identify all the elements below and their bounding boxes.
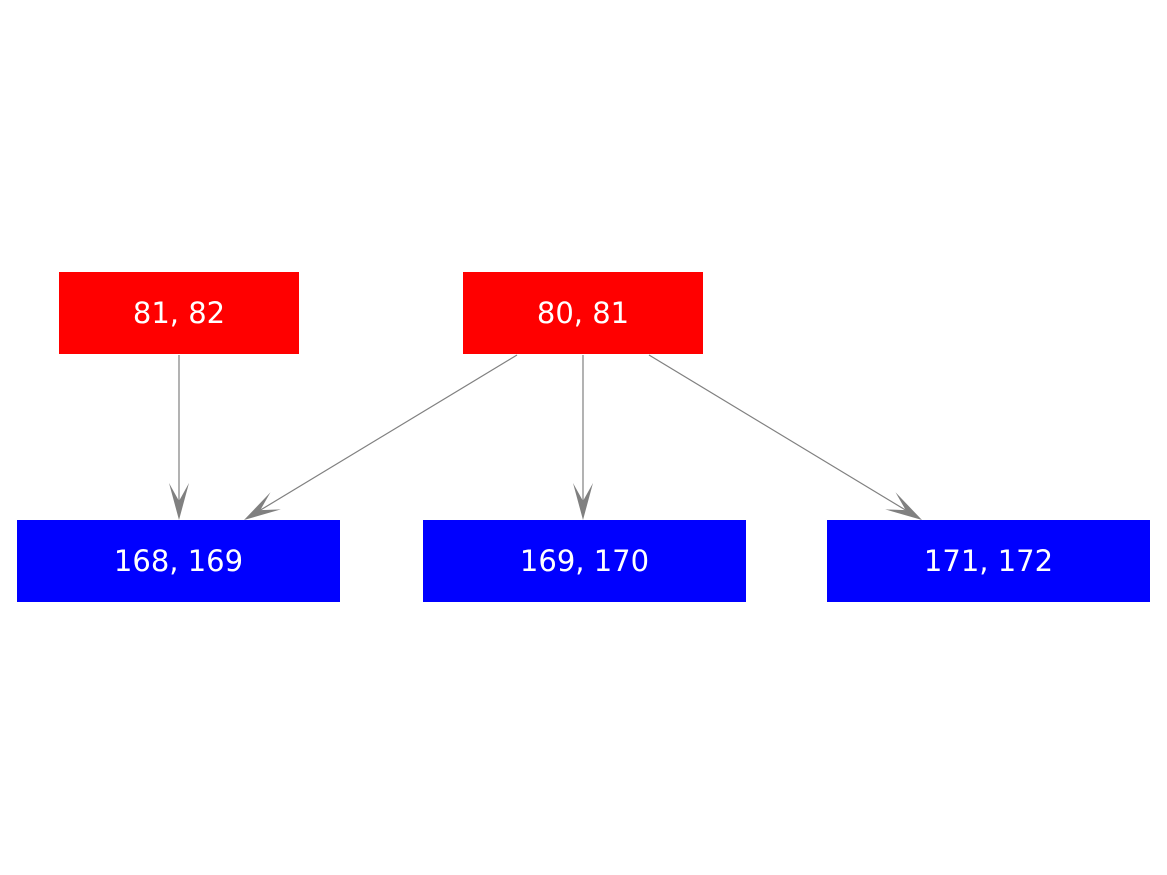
arrowhead-icon (169, 483, 189, 520)
graph-node-n-80-81: 80, 81 (463, 272, 703, 354)
node-label: 171, 172 (923, 543, 1054, 578)
arrowhead-icon (885, 492, 922, 520)
graph-node-n-168-169: 168, 169 (17, 520, 340, 602)
node-label: 168, 169 (113, 543, 244, 578)
node-label: 169, 170 (519, 543, 650, 578)
arrowhead-icon (244, 492, 281, 520)
edge-line (259, 354, 518, 511)
arrowhead-icon (573, 483, 593, 520)
graph-node-n-169-170: 169, 170 (423, 520, 746, 602)
node-label: 81, 82 (132, 295, 226, 330)
graph-node-n-81-82: 81, 82 (59, 272, 299, 354)
edge-line (648, 354, 907, 511)
node-label: 80, 81 (536, 295, 630, 330)
graph-node-n-171-172: 171, 172 (827, 520, 1150, 602)
